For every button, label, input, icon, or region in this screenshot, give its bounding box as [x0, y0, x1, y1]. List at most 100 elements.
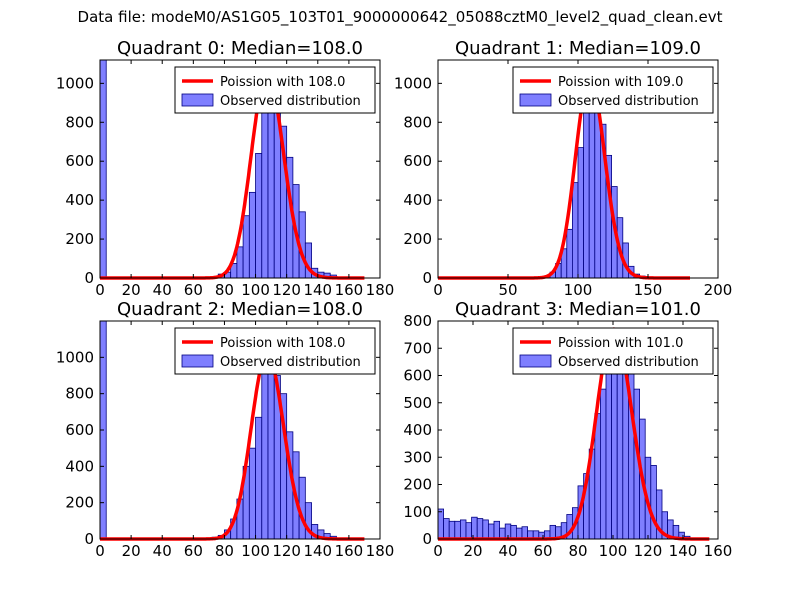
histogram-bar	[248, 191, 256, 279]
legend-bar-label: Observed distribution	[558, 355, 699, 370]
histogram-bar	[248, 447, 256, 540]
y-tick-label: 0	[422, 269, 432, 287]
x-tick-label: 40	[153, 281, 172, 299]
x-tick-label: 80	[568, 542, 587, 560]
histogram-bar	[448, 520, 456, 540]
figure-title: Data file: modeM0/AS1G05_103T01_90000006…	[77, 8, 723, 26]
x-tick-label: 140	[669, 542, 698, 560]
x-tick-label: 160	[704, 542, 733, 560]
y-tick-label: 600	[403, 367, 432, 385]
y-tick-label: 0	[422, 530, 432, 548]
y-tick-label: 700	[403, 339, 432, 357]
histogram-bar	[583, 102, 590, 279]
legend-bar-label: Observed distribution	[220, 355, 361, 370]
x-tick-label: 100	[599, 542, 628, 560]
y-tick-label: 400	[65, 191, 94, 209]
y-tick-label: 300	[403, 448, 432, 466]
histogram-bar	[437, 508, 444, 540]
histogram-bar	[487, 523, 495, 540]
y-tick-label: 1000	[56, 74, 94, 92]
y-tick-label: 1000	[394, 74, 432, 92]
y-tick-label: 200	[65, 230, 94, 248]
subplot-0: 0 20 40 60 80 100 120 140 160 180 0 200 400 600 800 100…	[56, 38, 395, 299]
histogram-bar	[255, 153, 263, 279]
y-tick-label: 400	[403, 191, 432, 209]
histogram-bar	[482, 519, 489, 540]
histogram-bar	[594, 104, 601, 279]
x-tick-label: 180	[366, 542, 395, 560]
histogram-bar	[465, 522, 472, 540]
histogram-bar	[471, 516, 478, 540]
x-tick-label: 80	[215, 281, 234, 299]
x-tick-label: 180	[366, 281, 395, 299]
histogram-bar	[577, 147, 584, 279]
x-tick-label: 120	[634, 542, 663, 560]
histogram-bar	[572, 182, 579, 279]
y-tick-label: 200	[403, 230, 432, 248]
x-tick-label: 0	[95, 542, 105, 560]
x-tick-label: 150	[634, 281, 663, 299]
subplot-title: Quadrant 1: Median=109.0	[455, 38, 701, 59]
x-tick-label: 0	[433, 542, 443, 560]
histogram-bar	[476, 518, 484, 540]
x-tick-label: 160	[335, 281, 364, 299]
x-tick-label: 20	[122, 281, 141, 299]
subplot-3: 0 20 40 60 80 100 120 140 160 0 100 200 300 400 500 600…	[403, 299, 732, 560]
x-tick-label: 80	[215, 542, 234, 560]
histogram-bar	[521, 526, 528, 540]
histogram-bar	[650, 465, 657, 540]
histogram-bar	[261, 364, 269, 540]
histogram-bar	[588, 84, 596, 279]
histogram-bar	[242, 215, 250, 279]
x-tick-label: 100	[241, 542, 270, 560]
subplot-title: Quadrant 3: Median=101.0	[455, 299, 701, 320]
y-tick-label: 600	[65, 421, 94, 439]
subplot-1: 0 50 100 150 200 0 200 400 600 800 1000 Quadrant 1:…	[394, 38, 733, 299]
legend-bar-swatch	[519, 354, 552, 368]
x-tick-label: 20	[122, 542, 141, 560]
y-tick-label: 1000	[56, 348, 94, 366]
axes-frame	[99, 59, 381, 279]
y-tick-label: 0	[84, 530, 94, 548]
legend-curve-label: Poission with 109.0	[558, 75, 683, 90]
y-tick-label: 800	[65, 113, 94, 131]
legend-curve-label: Poission with 108.0	[220, 75, 345, 90]
y-tick-label: 500	[403, 394, 432, 412]
x-tick-label: 0	[95, 281, 105, 299]
legend-curve-label: Poission with 108.0	[220, 336, 345, 351]
legend-bar-label: Observed distribution	[558, 94, 699, 109]
histogram-bar	[261, 88, 269, 279]
legend-curve-label: Poission with 101.0	[558, 336, 683, 351]
histogram-bar	[459, 519, 467, 540]
y-tick-label: 600	[403, 152, 432, 170]
histogram-bar	[236, 246, 244, 279]
y-tick-label: 200	[65, 494, 94, 512]
x-tick-label: 40	[498, 542, 517, 560]
y-tick-label: 400	[65, 457, 94, 475]
x-tick-label: 0	[433, 281, 443, 299]
y-tick-label: 600	[65, 152, 94, 170]
x-tick-label: 20	[463, 542, 482, 560]
legend-bar-swatch	[181, 93, 214, 107]
histogram-bar	[493, 520, 500, 540]
histogram-bar	[443, 518, 450, 540]
histogram-bar	[600, 388, 607, 540]
subplot-2: 0 20 40 60 80 100 120 140 160 180 0 200 400 600 800 100…	[56, 299, 395, 560]
x-tick-label: 200	[704, 281, 733, 299]
histogram-bar	[255, 416, 263, 540]
x-tick-label: 40	[153, 542, 172, 560]
y-tick-label: 800	[403, 113, 432, 131]
x-tick-label: 100	[241, 281, 270, 299]
y-tick-label: 0	[84, 269, 94, 287]
y-tick-label: 200	[403, 476, 432, 494]
histogram-bar	[566, 228, 573, 279]
x-tick-label: 60	[533, 542, 552, 560]
legend-bar-label: Observed distribution	[220, 94, 361, 109]
x-tick-label: 140	[303, 542, 332, 560]
x-tick-label: 120	[272, 281, 301, 299]
histogram-bar	[267, 360, 275, 540]
histogram-bar	[454, 520, 461, 540]
legend-bar-swatch	[181, 354, 214, 368]
y-tick-label: 800	[65, 385, 94, 403]
